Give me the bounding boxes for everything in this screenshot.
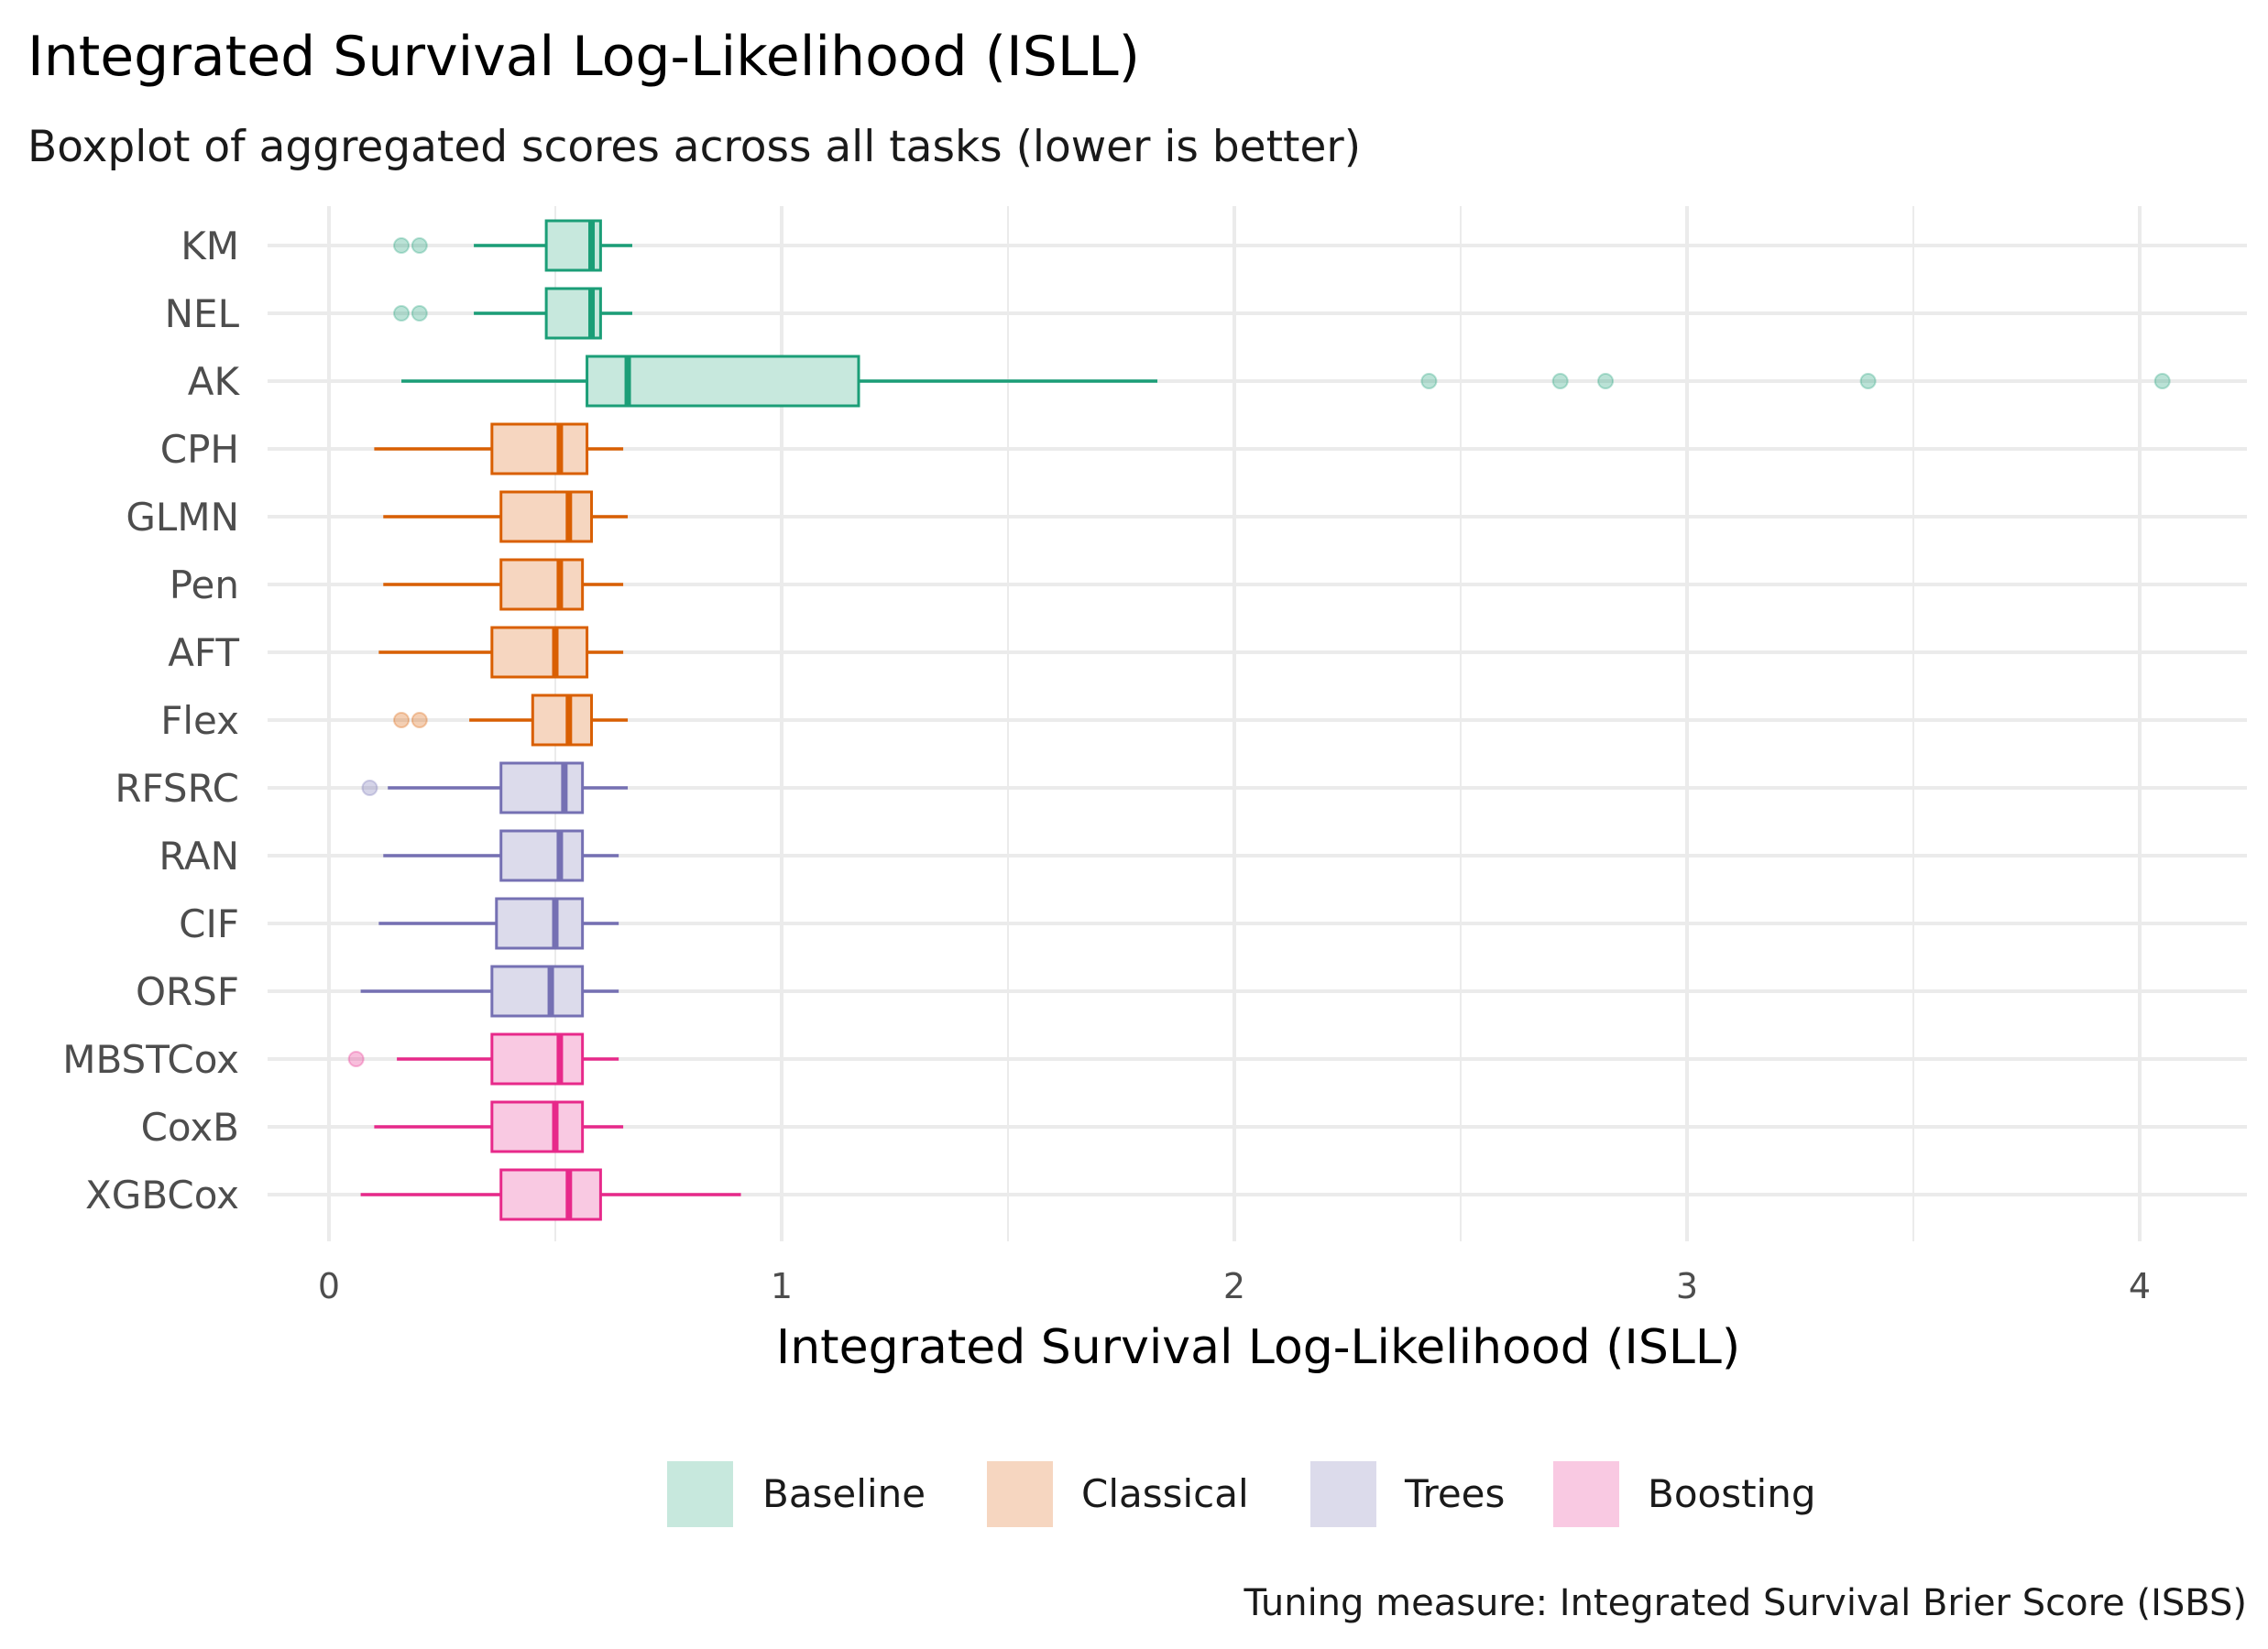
legend-swatch bbox=[1553, 1461, 1619, 1527]
chart-subtitle: Boxplot of aggregated scores across all … bbox=[27, 122, 1361, 172]
box-body bbox=[499, 1168, 602, 1221]
y-tick-label: MBSTCox bbox=[62, 1037, 239, 1082]
outlier-point bbox=[411, 712, 428, 728]
box-flex bbox=[393, 693, 629, 747]
y-tick-label: RFSRC bbox=[115, 766, 239, 811]
y-tick-label: AK bbox=[188, 359, 241, 404]
legend-label: Classical bbox=[1081, 1471, 1249, 1516]
outlier-point bbox=[411, 237, 428, 254]
x-tick-label: 3 bbox=[1676, 1266, 1698, 1306]
y-tick-labels: KM NEL AK CPH GLMN Pen AFT Flex RFSRC RAN CIF ORSF M… bbox=[62, 224, 240, 1218]
y-tick-label: CPH bbox=[160, 427, 239, 472]
box-km bbox=[393, 219, 632, 272]
legend-item-baseline: Baseline bbox=[667, 1461, 926, 1527]
box-body bbox=[490, 626, 589, 679]
legend: Baseline Classical Trees Boosting bbox=[667, 1461, 1816, 1527]
box-xgbcox bbox=[360, 1168, 741, 1221]
x-tick-label: 2 bbox=[1223, 1266, 1245, 1306]
x-tick-label: 1 bbox=[771, 1266, 793, 1306]
box-orsf bbox=[360, 965, 619, 1018]
box-body bbox=[490, 1100, 585, 1153]
box-body bbox=[531, 693, 594, 747]
legend-label: Trees bbox=[1404, 1471, 1505, 1516]
x-tick-label: 4 bbox=[2129, 1266, 2151, 1306]
box-coxb bbox=[374, 1100, 624, 1153]
box-cph bbox=[374, 422, 624, 475]
legend-swatch bbox=[987, 1461, 1053, 1527]
y-tick-label: Pen bbox=[170, 562, 239, 607]
legend-label: Baseline bbox=[762, 1471, 926, 1516]
box-body bbox=[499, 829, 585, 882]
outlier-point bbox=[1597, 373, 1615, 389]
outlier-point bbox=[393, 712, 411, 728]
y-tick-label: RAN bbox=[159, 834, 239, 879]
legend-swatch bbox=[1310, 1461, 1376, 1527]
plot-area: KM NEL AK CPH GLMN Pen AFT Flex RFSRC RAN CIF ORSF M… bbox=[62, 206, 2247, 1306]
box-nel bbox=[393, 287, 632, 340]
y-tick-label: CoxB bbox=[141, 1105, 239, 1150]
x-tick-label: 0 bbox=[318, 1266, 340, 1306]
y-tick-label: KM bbox=[181, 224, 239, 268]
y-tick-label: Flex bbox=[160, 698, 239, 743]
x-axis-title: Integrated Survival Log-Likelihood (ISLL… bbox=[776, 1320, 1740, 1375]
outlier-point bbox=[1420, 373, 1438, 389]
box-body bbox=[586, 355, 860, 408]
chart-title: Integrated Survival Log-Likelihood (ISLL… bbox=[27, 25, 1140, 89]
box-aft bbox=[378, 626, 624, 679]
box-pen bbox=[383, 558, 624, 611]
chart-caption: Tuning measure: Integrated Survival Brie… bbox=[1244, 1582, 2248, 1624]
legend-item-boosting: Boosting bbox=[1553, 1461, 1816, 1527]
box-glmn bbox=[383, 490, 629, 543]
legend-item-classical: Classical bbox=[987, 1461, 1249, 1527]
y-tick-label: GLMN bbox=[126, 495, 239, 540]
box-body bbox=[499, 558, 585, 611]
outlier-point bbox=[1859, 373, 1877, 389]
box-body bbox=[490, 965, 585, 1018]
box-ak bbox=[401, 355, 2171, 408]
legend-item-trees: Trees bbox=[1310, 1461, 1505, 1527]
box-cif bbox=[378, 897, 619, 950]
outlier-point bbox=[393, 305, 411, 322]
y-tick-label: XGBCox bbox=[85, 1173, 239, 1218]
legend-label: Boosting bbox=[1648, 1471, 1816, 1516]
y-tick-label: NEL bbox=[165, 291, 240, 336]
box-ran bbox=[383, 829, 619, 882]
outlier-point bbox=[411, 305, 428, 322]
box-body bbox=[490, 1032, 585, 1086]
y-tick-label: AFT bbox=[168, 630, 239, 675]
box-rfsrc bbox=[361, 761, 629, 814]
x-tick-labels: 0 1 2 3 4 bbox=[318, 1266, 2151, 1306]
outlier-point bbox=[2153, 373, 2171, 389]
outlier-point bbox=[347, 1051, 365, 1067]
box-body bbox=[499, 761, 585, 814]
y-tick-label: CIF bbox=[179, 901, 239, 946]
outlier-point bbox=[393, 237, 411, 254]
box-body bbox=[490, 422, 589, 475]
box-body bbox=[495, 897, 585, 950]
outlier-point bbox=[361, 780, 378, 796]
box-series bbox=[347, 219, 2171, 1221]
y-tick-label: ORSF bbox=[136, 969, 239, 1014]
legend-swatch bbox=[667, 1461, 733, 1527]
box-mbstcox bbox=[347, 1032, 619, 1086]
box-body bbox=[499, 490, 594, 543]
outlier-point bbox=[1551, 373, 1569, 389]
